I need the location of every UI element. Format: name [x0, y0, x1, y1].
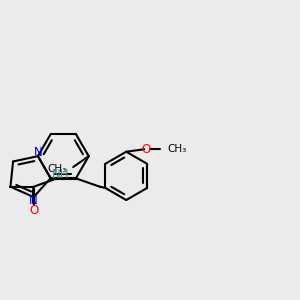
Text: O: O	[142, 143, 151, 156]
Text: N: N	[34, 146, 43, 159]
Text: O: O	[29, 204, 38, 218]
Text: N: N	[28, 194, 38, 207]
Text: NH: NH	[52, 169, 69, 182]
Text: CH₃: CH₃	[167, 144, 186, 154]
Text: CH₃: CH₃	[47, 164, 66, 174]
